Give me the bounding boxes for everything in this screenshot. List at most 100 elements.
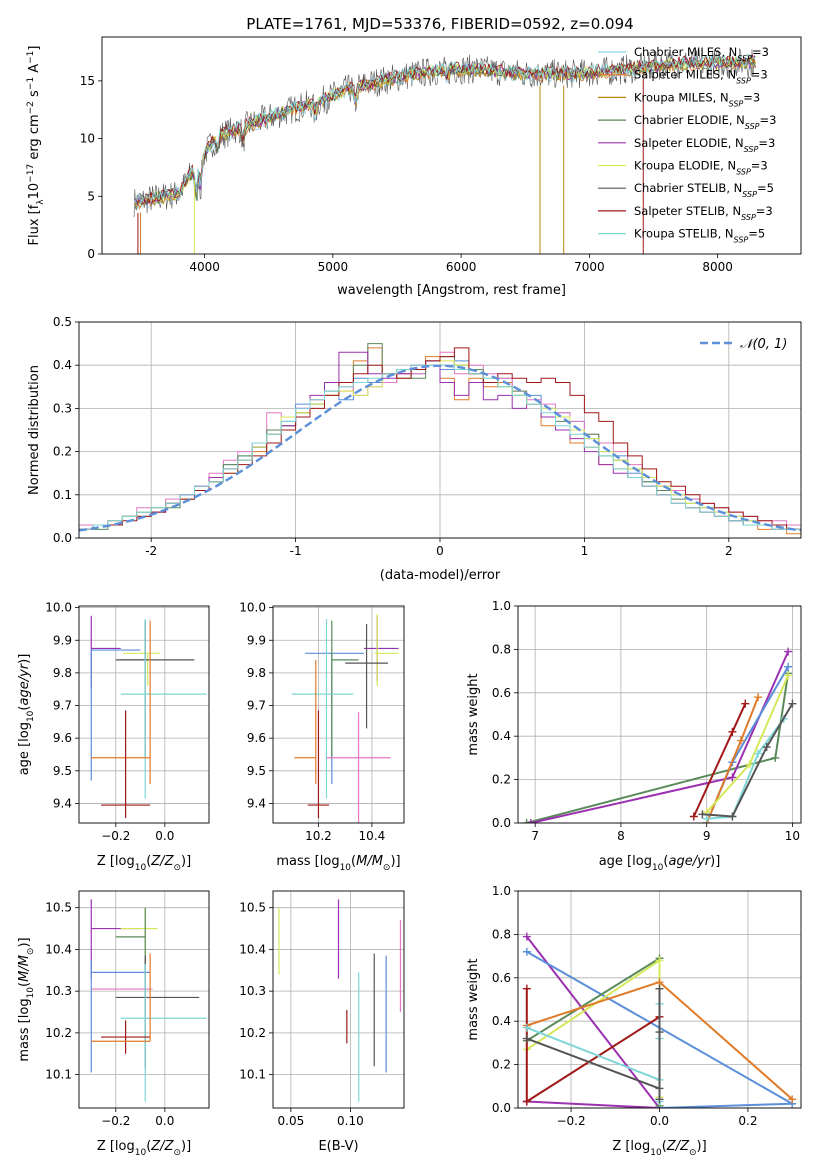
- y-tick-label: 0.2: [492, 773, 511, 787]
- y-tick-label: 10.2: [239, 1026, 266, 1040]
- panel-weight_vs_Z: −0.2 0.0 0.2 0.0 0.2 0.4 0.6 0.8 1.0 Z [log10(Z/Z…: [466, 884, 802, 1158]
- axes-frame: [78, 321, 802, 539]
- y-tick-label: 9.6: [247, 731, 266, 745]
- spectrum-legend: Chabrier MILES, NSSP=3 Salpeter MILES, NS…: [598, 45, 776, 244]
- x-tick-label: 0.0: [155, 1114, 174, 1128]
- weight-marker: [771, 753, 780, 762]
- plot-area-weight_vs_Z: [522, 932, 797, 1108]
- axes-frame: [272, 605, 405, 824]
- plot-area-age_vs_Z: [90, 615, 207, 819]
- weight-marker: [702, 814, 711, 823]
- axes-frame: [517, 890, 802, 1109]
- y-tick-label: 0.0: [492, 1101, 511, 1115]
- x-tick-label: 7000: [574, 260, 605, 274]
- x-tick-label: 7: [531, 829, 539, 843]
- x-tick-label: -2: [145, 544, 157, 558]
- y-tick-label: 0.8: [492, 642, 511, 656]
- legend-entry: Chabrier STELIB, NSSP=5: [634, 181, 774, 199]
- weight-marker: [522, 947, 531, 956]
- errorbar: [374, 614, 399, 686]
- x-tick-label: 10.2: [305, 829, 332, 843]
- plot-area-mass_vs_EBV: [278, 899, 402, 1102]
- axes-frame: [101, 36, 802, 255]
- plot-area-residuals: [79, 343, 801, 538]
- legend-entry: Chabrier ELODIE, NSSP=3: [634, 113, 776, 131]
- y-tick-label: 9.7: [53, 699, 72, 713]
- weight-marker: [522, 984, 531, 993]
- weight-marker: [655, 984, 664, 993]
- y-tick-label: 9.5: [53, 764, 72, 778]
- weight-marker: [728, 773, 737, 782]
- y-tick-label: 9.5: [247, 764, 266, 778]
- weight-marker: [762, 743, 771, 752]
- weight-line: [702, 703, 794, 818]
- x-tick-label: 0.0: [650, 1114, 669, 1128]
- x-tick-label: 8: [617, 829, 625, 843]
- x-tick-label: 0: [436, 544, 444, 558]
- y-tick-label: 0.6: [492, 686, 511, 700]
- axes-frame: [517, 605, 802, 824]
- weight-marker: [745, 760, 754, 769]
- panel-mass_vs_Z: −0.2 0.0 10.1 10.2 10.3 10.4 10.5 Z [log10(Z/Z⊙…: [17, 890, 210, 1158]
- weight-marker: [784, 647, 793, 656]
- y-tick-label: 0.4: [53, 358, 72, 372]
- legend-entry: Kroupa STELIB, NSSP=5: [634, 227, 765, 245]
- errorbar: [123, 652, 160, 686]
- errorbar: [363, 615, 399, 682]
- x-tick-label: 5000: [318, 260, 349, 274]
- weight-marker: [788, 1095, 797, 1104]
- x-tick-label: 6000: [446, 260, 477, 274]
- x-axis-label: Z [log10(Z/Z⊙)]: [97, 1139, 191, 1158]
- y-tick-label: 9.4: [53, 796, 72, 810]
- y-tick-label: 0.6: [492, 971, 511, 985]
- plot-area-age_vs_mass: [291, 614, 399, 823]
- histogram-step: [79, 364, 801, 538]
- panel-weight_vs_age: 7 8 9 10 0.0 0.2 0.4 0.6 0.8 1.0 age [log10(age/yr…: [466, 599, 802, 873]
- x-tick-label: −0.2: [101, 829, 130, 843]
- x-tick-label: 0.2: [738, 1114, 757, 1128]
- x-tick-label: −0.2: [556, 1114, 585, 1128]
- x-tick-label: 1: [581, 544, 589, 558]
- errorbar: [90, 649, 141, 781]
- weight-marker: [522, 1097, 531, 1106]
- errorbar: [101, 1020, 151, 1054]
- weight-marker: [522, 1034, 531, 1043]
- axes-frame: [78, 890, 210, 1109]
- y-axis-label: age [log10(age/yr)]: [17, 654, 36, 776]
- weight-line: [692, 703, 747, 817]
- plot-area-weight_vs_age: [522, 647, 797, 823]
- weight-marker: [655, 1028, 664, 1037]
- y-tick-label: 10.1: [239, 1068, 266, 1082]
- legend-entry: Salpeter STELIB, NSSP=3: [634, 204, 773, 222]
- errorbar: [115, 620, 195, 758]
- weight-marker: [522, 1023, 531, 1032]
- errorbar: [91, 953, 151, 1042]
- y-tick-label: 10.1: [45, 1068, 72, 1082]
- weight-line: [530, 651, 790, 823]
- weight-marker: [784, 671, 793, 680]
- legend-entry: Kroupa MILES, NSSP=3: [634, 90, 760, 108]
- panel-mass_vs_EBV: 0.05 0.10 10.1 10.2 10.3 10.4 10.5 E(B-V): [239, 890, 405, 1154]
- errorbar: [101, 710, 151, 819]
- y-tick-label: 10.3: [45, 984, 72, 998]
- panel-spectrum: 4000 5000 6000 7000 8000 0 5 10 15 wavelength [An…: [26, 36, 802, 298]
- x-tick-label: 10.4: [359, 829, 386, 843]
- y-tick-label: 10.0: [45, 601, 72, 615]
- y-tick-label: 9.9: [247, 633, 266, 647]
- weight-marker: [736, 736, 745, 745]
- y-tick-label: 5: [87, 189, 95, 203]
- x-axis-label: (data-model)/error: [380, 568, 501, 583]
- errorbar: [120, 619, 207, 799]
- y-tick-label: 0.1: [53, 488, 72, 502]
- y-tick-label: 1.0: [492, 884, 511, 898]
- legend-gaussian-label: 𝒩(0, 1): [740, 337, 787, 352]
- errorbar: [307, 710, 330, 819]
- weight-marker: [788, 699, 797, 708]
- legend-entry: Kroupa ELODIE, NSSP=3: [634, 159, 768, 177]
- y-tick-label: 10.2: [45, 1026, 72, 1040]
- errorbar: [90, 959, 151, 1073]
- x-tick-label: −0.2: [101, 1114, 130, 1128]
- y-tick-label: 0.4: [492, 1014, 511, 1028]
- y-axis-label: Normed distribution: [27, 365, 42, 495]
- weight-marker: [655, 1084, 664, 1093]
